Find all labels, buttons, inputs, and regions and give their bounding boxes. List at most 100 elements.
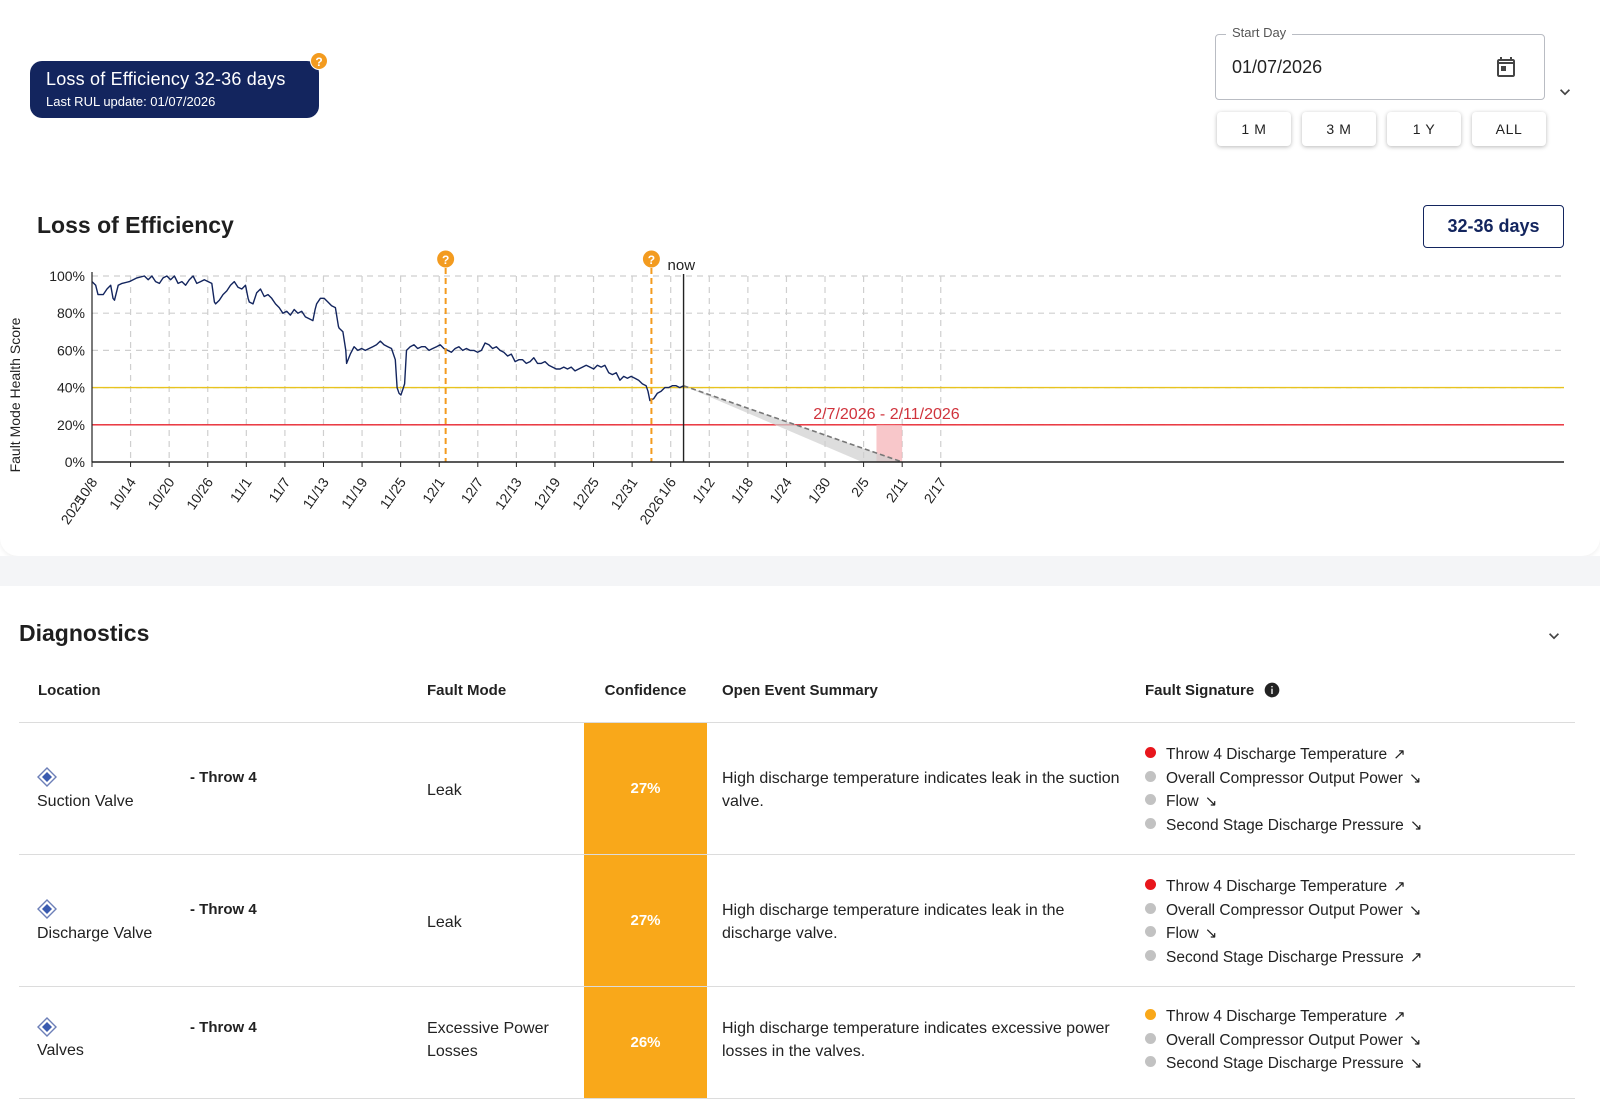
event-summary: High discharge temperature indicates exc… xyxy=(722,1020,1110,1060)
fault-signature-list: Throw 4 Discharge Temperature ↗ Overall C… xyxy=(1145,875,1422,969)
x-tick-label: 2/11 xyxy=(882,474,910,505)
fault-signature-list: Throw 4 Discharge Temperature ↗ Overall C… xyxy=(1145,1005,1422,1076)
signature-label: Overall Compressor Output Power xyxy=(1166,901,1403,919)
x-tick-label: 2/17 xyxy=(920,474,949,506)
signature-item: Second Stage Discharge Pressure ↘ xyxy=(1145,1052,1422,1076)
col-fault-signature[interactable]: Fault Signature xyxy=(1145,682,1280,699)
table-row[interactable]: Valves - Throw 4 Excessive Power Losses … xyxy=(19,987,1575,1099)
trend-arrow-icon: ↘ xyxy=(1408,769,1422,787)
rul-summary-pill[interactable]: Loss of Efficiency 32-36 days Last RUL u… xyxy=(30,61,319,118)
signature-item: Throw 4 Discharge Temperature ↗ xyxy=(1145,875,1422,899)
x-tick-label: 10/20 xyxy=(144,474,177,512)
fault-signature-list: Throw 4 Discharge Temperature ↗ Overall C… xyxy=(1145,743,1422,837)
signature-item: Flow ↘ xyxy=(1145,922,1422,946)
diagnostics-title: Diagnostics xyxy=(19,620,150,646)
x-tick-label: 1/12 xyxy=(689,474,718,506)
col-confidence[interactable]: Confidence xyxy=(604,682,687,699)
trend-arrow-icon: ↗ xyxy=(1393,878,1406,895)
y-axis-label: Fault Mode Health Score xyxy=(7,317,23,472)
table-row[interactable]: Suction Valve - Throw 4 Leak 27% High di… xyxy=(19,723,1575,855)
throw-label: - Throw 4 xyxy=(190,1019,257,1036)
component-diamond-icon xyxy=(37,899,57,919)
component-diamond-icon xyxy=(37,767,57,787)
y-tick-label: 100% xyxy=(49,268,85,284)
x-tick-label: 10/26 xyxy=(183,474,216,512)
fault-signature-label: Fault Signature xyxy=(1145,682,1255,699)
rul-help-icon[interactable]: ? xyxy=(310,52,328,70)
start-day-value: 01/07/2026 xyxy=(1232,57,1323,77)
throw-label: - Throw 4 xyxy=(190,901,257,918)
x-tick-label: 11/19 xyxy=(338,474,371,511)
fault-mode: Excessive Power Losses xyxy=(427,1020,549,1060)
trend-arrow-icon: ↘ xyxy=(1408,901,1422,919)
x-tick-label: 12/31 xyxy=(607,474,640,512)
signature-item: Overall Compressor Output Power ↘ xyxy=(1145,767,1422,791)
question-glyph: ? xyxy=(442,253,449,267)
forecast-trend xyxy=(683,384,903,463)
health-score-line xyxy=(91,275,684,402)
status-dot xyxy=(1145,902,1156,914)
col-summary[interactable]: Open Event Summary xyxy=(722,682,878,699)
status-dot xyxy=(1145,926,1156,937)
now-label: now xyxy=(668,257,696,274)
confidence-cell: 27% xyxy=(584,855,707,986)
signature-label: Throw 4 Discharge Temperature xyxy=(1166,746,1388,763)
forecast-line xyxy=(683,384,903,463)
signature-label: Second Stage Discharge Pressure xyxy=(1166,1055,1404,1072)
status-dot xyxy=(1145,1009,1156,1020)
chevron-down-icon[interactable] xyxy=(1544,626,1564,646)
status-dot xyxy=(1145,770,1156,782)
signature-label: Overall Compressor Output Power xyxy=(1166,1031,1403,1049)
chart-grid xyxy=(92,275,1564,462)
x-tick-label: 12/13 xyxy=(492,474,525,512)
range-all-button[interactable]: ALL xyxy=(1472,112,1546,146)
signature-item: Flow ↘ xyxy=(1145,790,1422,814)
x-tick-label: 11/13 xyxy=(299,474,332,511)
status-dot xyxy=(1145,817,1156,829)
start-day-field[interactable]: Start Day 01/07/2026 xyxy=(1215,25,1545,100)
table-row[interactable]: Discharge Valve - Throw 4 Leak 27% High … xyxy=(19,855,1575,987)
question-glyph: ? xyxy=(648,253,655,267)
failure-window-label: 2/7/2026 - 2/11/2026 xyxy=(813,406,960,423)
signature-item: Throw 4 Discharge Temperature ↗ xyxy=(1145,1005,1422,1029)
rul-last-update: Last RUL update: 01/07/2026 xyxy=(46,94,216,109)
info-icon[interactable] xyxy=(1264,682,1280,698)
chevron-down-icon[interactable] xyxy=(1555,82,1575,102)
x-tick-label: 11/7 xyxy=(265,474,293,505)
event-summary: High discharge temperature indicates lea… xyxy=(722,770,1120,810)
col-location[interactable]: Location xyxy=(38,682,101,699)
status-dot xyxy=(1145,879,1156,890)
range-3m-button[interactable]: 3 M xyxy=(1302,112,1376,146)
signature-label: Second Stage Discharge Pressure xyxy=(1166,948,1404,966)
signature-label: Overall Compressor Output Power xyxy=(1166,769,1403,787)
col-fault-mode[interactable]: Fault Mode xyxy=(427,682,507,699)
x-tick-label: 1/24 xyxy=(766,474,795,506)
signature-item: Overall Compressor Output Power ↘ xyxy=(1145,1029,1422,1053)
component-diamond-icon xyxy=(37,1017,57,1037)
signature-label: Flow xyxy=(1166,925,1199,942)
x-tick-label: 1/30 xyxy=(805,474,834,506)
start-day-label: Start Day xyxy=(1226,25,1293,40)
range-1m-button[interactable]: 1 M xyxy=(1217,112,1291,146)
threshold-lines xyxy=(92,386,1564,426)
x-tick-year-label: 2026 xyxy=(636,492,667,527)
x-tick-label: 1/18 xyxy=(728,474,757,506)
trend-arrow-icon: ↘ xyxy=(1409,816,1423,834)
status-dot xyxy=(1145,747,1156,758)
signature-item: Throw 4 Discharge Temperature ↗ xyxy=(1145,743,1422,767)
signature-label: Throw 4 Discharge Temperature xyxy=(1166,878,1388,895)
calendar-icon[interactable] xyxy=(1494,55,1518,79)
fault-mode: Leak xyxy=(427,782,462,799)
signature-label: Throw 4 Discharge Temperature xyxy=(1166,1008,1388,1025)
signature-item: Overall Compressor Output Power ↘ xyxy=(1145,899,1422,923)
x-tick-label: 12/7 xyxy=(458,474,487,506)
range-1y-button[interactable]: 1 Y xyxy=(1387,112,1461,146)
event-summary: High discharge temperature indicates lea… xyxy=(722,902,1065,942)
confidence-cell: 26% xyxy=(584,987,707,1098)
signature-item: Second Stage Discharge Pressure ↗ xyxy=(1145,946,1422,970)
x-tick-label: 10/14 xyxy=(106,474,139,512)
trend-arrow-icon: ↗ xyxy=(1393,746,1406,763)
x-tick-label: 11/25 xyxy=(376,474,409,511)
x-tick-label: 12/19 xyxy=(530,474,563,512)
